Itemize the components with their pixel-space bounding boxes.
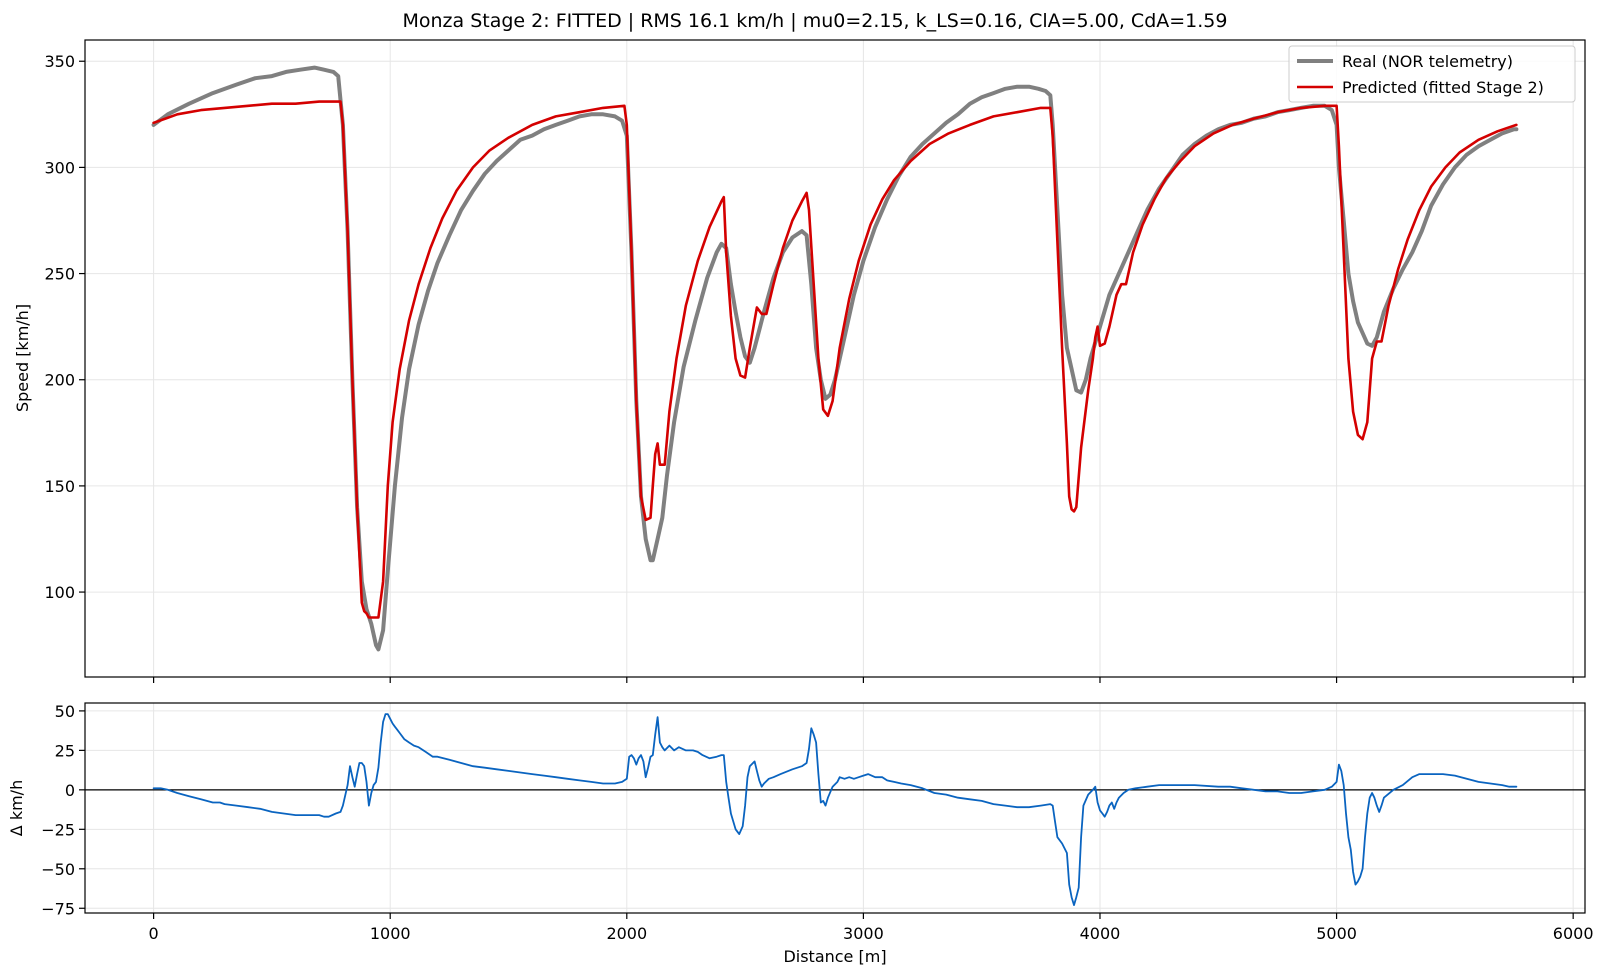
- speed-y-tick-label: 200: [44, 371, 75, 390]
- delta-series: [152, 713, 1518, 906]
- x-tick-label: 4000: [1080, 924, 1121, 943]
- legend: Real (NOR telemetry) Predicted (fitted S…: [1288, 45, 1576, 103]
- speed-y-tick-label: 350: [44, 52, 75, 71]
- delta-panel: −75 −50 −25 0 25 50 0 1000 2000 3000 4000 5000 6000…: [7, 702, 1594, 966]
- delta-panel-frame: [84, 702, 1586, 914]
- x-tick-label: 2000: [606, 924, 647, 943]
- speed-y-tick-label: 250: [44, 265, 75, 284]
- delta-y-tick-label: 0: [65, 781, 75, 800]
- speed-y-tick-label: 150: [44, 477, 75, 496]
- delta-y-tick-label: −75: [41, 899, 75, 918]
- delta-y-tick-label: 50: [55, 702, 75, 721]
- delta-x-ticks: 0 1000 2000 3000 4000 5000 6000: [149, 913, 1594, 943]
- legend-real-label: Real (NOR telemetry): [1342, 52, 1513, 71]
- x-tick-label: 3000: [843, 924, 884, 943]
- predicted-speed-line: [152, 100, 1518, 619]
- x-tick-label: 6000: [1553, 924, 1594, 943]
- delta-y-tick-label: 25: [55, 741, 75, 760]
- speed-series: [151, 65, 1519, 652]
- delta-line: [152, 713, 1518, 906]
- delta-y-tick-label: −25: [41, 820, 75, 839]
- delta-y-ticks: −75 −50 −25 0 25 50: [41, 702, 85, 918]
- speed-y-label: Speed [km/h]: [13, 304, 32, 412]
- delta-y-tick-label: −50: [41, 860, 75, 879]
- speed-x-ticks: [153, 677, 1574, 683]
- x-tick-label: 0: [149, 924, 159, 943]
- speed-y-tick-label: 300: [44, 158, 75, 177]
- chart-title: Monza Stage 2: FITTED | RMS 16.1 km/h | …: [403, 10, 1228, 32]
- speed-panel: 100 150 200 250 300 350 Speed [km/h] Real (NO…: [13, 39, 1586, 683]
- speed-y-ticks: 100 150 200 250 300 350: [44, 52, 85, 602]
- speed-y-tick-label: 100: [44, 583, 75, 602]
- x-tick-label: 1000: [370, 924, 411, 943]
- legend-box: [1288, 45, 1576, 103]
- legend-predicted-label: Predicted (fitted Stage 2): [1342, 78, 1544, 97]
- speed-panel-frame: [84, 39, 1586, 678]
- x-axis-label: Distance [m]: [783, 947, 886, 966]
- delta-y-label: Δ km/h: [7, 780, 26, 836]
- x-tick-label: 5000: [1316, 924, 1357, 943]
